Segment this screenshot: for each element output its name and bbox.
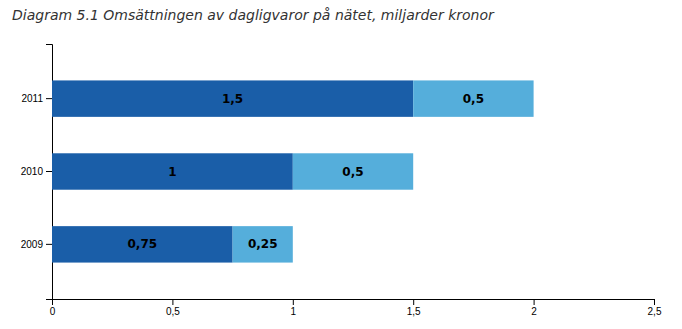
y-axis-line <box>46 45 53 300</box>
x-tick-mark <box>172 299 173 305</box>
x-tick: 0,5 <box>166 299 180 317</box>
bar <box>293 153 413 189</box>
y-tick: 2009 <box>21 239 52 250</box>
x-tick: 0 <box>50 299 56 317</box>
x-tick-mark <box>654 299 655 305</box>
bar <box>52 80 413 116</box>
x-tick-label: 2,5 <box>648 306 662 317</box>
y-tick-mark <box>46 171 52 172</box>
bar <box>52 153 293 189</box>
y-tick: 2010 <box>21 166 52 177</box>
x-tick-label: 1,5 <box>407 306 421 317</box>
x-tick-label: 0 <box>50 306 56 317</box>
data-label: 0,5 <box>463 92 484 106</box>
x-tick: 2,5 <box>648 299 662 317</box>
y-tick-label: 2010 <box>21 166 44 177</box>
data-label: 1,5 <box>222 92 243 106</box>
y-tick-mark <box>46 244 52 245</box>
y-tick: 2011 <box>21 93 52 104</box>
y-axis: 2009 2010 2011 <box>21 45 53 300</box>
x-tick-label: 2 <box>531 306 537 317</box>
data-label: 0,25 <box>248 237 278 251</box>
x-tick: 2 <box>531 299 537 317</box>
y-tick-label: 2009 <box>21 239 44 250</box>
x-tick: 1,5 <box>407 299 421 317</box>
bar <box>233 226 293 262</box>
x-tick: 1 <box>291 299 297 317</box>
x-axis-line <box>53 300 655 306</box>
data-label: 0,75 <box>127 237 157 251</box>
x-axis: 0 0,5 1 1,5 2 2,5 <box>50 299 662 317</box>
chart: Diagram 5.1 Omsättningen av dagligvaror … <box>0 0 682 329</box>
y-tick-mark <box>46 98 52 99</box>
x-tick-mark <box>534 299 535 305</box>
plot: 00,511,522,52009201020110,7511,50,250,50… <box>21 45 662 318</box>
bars <box>52 80 534 262</box>
x-tick-label: 0,5 <box>166 306 180 317</box>
data-label: 0,5 <box>342 165 363 179</box>
title: Diagram 5.1 Omsättningen av dagligvaror … <box>12 7 495 23</box>
x-tick-label: 1 <box>291 306 297 317</box>
x-tick-mark <box>293 299 294 305</box>
x-tick-mark <box>413 299 414 305</box>
data-label: 1 <box>168 165 176 179</box>
bar <box>52 226 233 262</box>
y-tick-label: 2011 <box>21 93 43 104</box>
data-labels: 0,75 1 1,5 0,25 0,5 0,5 <box>127 92 484 252</box>
bar <box>413 80 533 116</box>
